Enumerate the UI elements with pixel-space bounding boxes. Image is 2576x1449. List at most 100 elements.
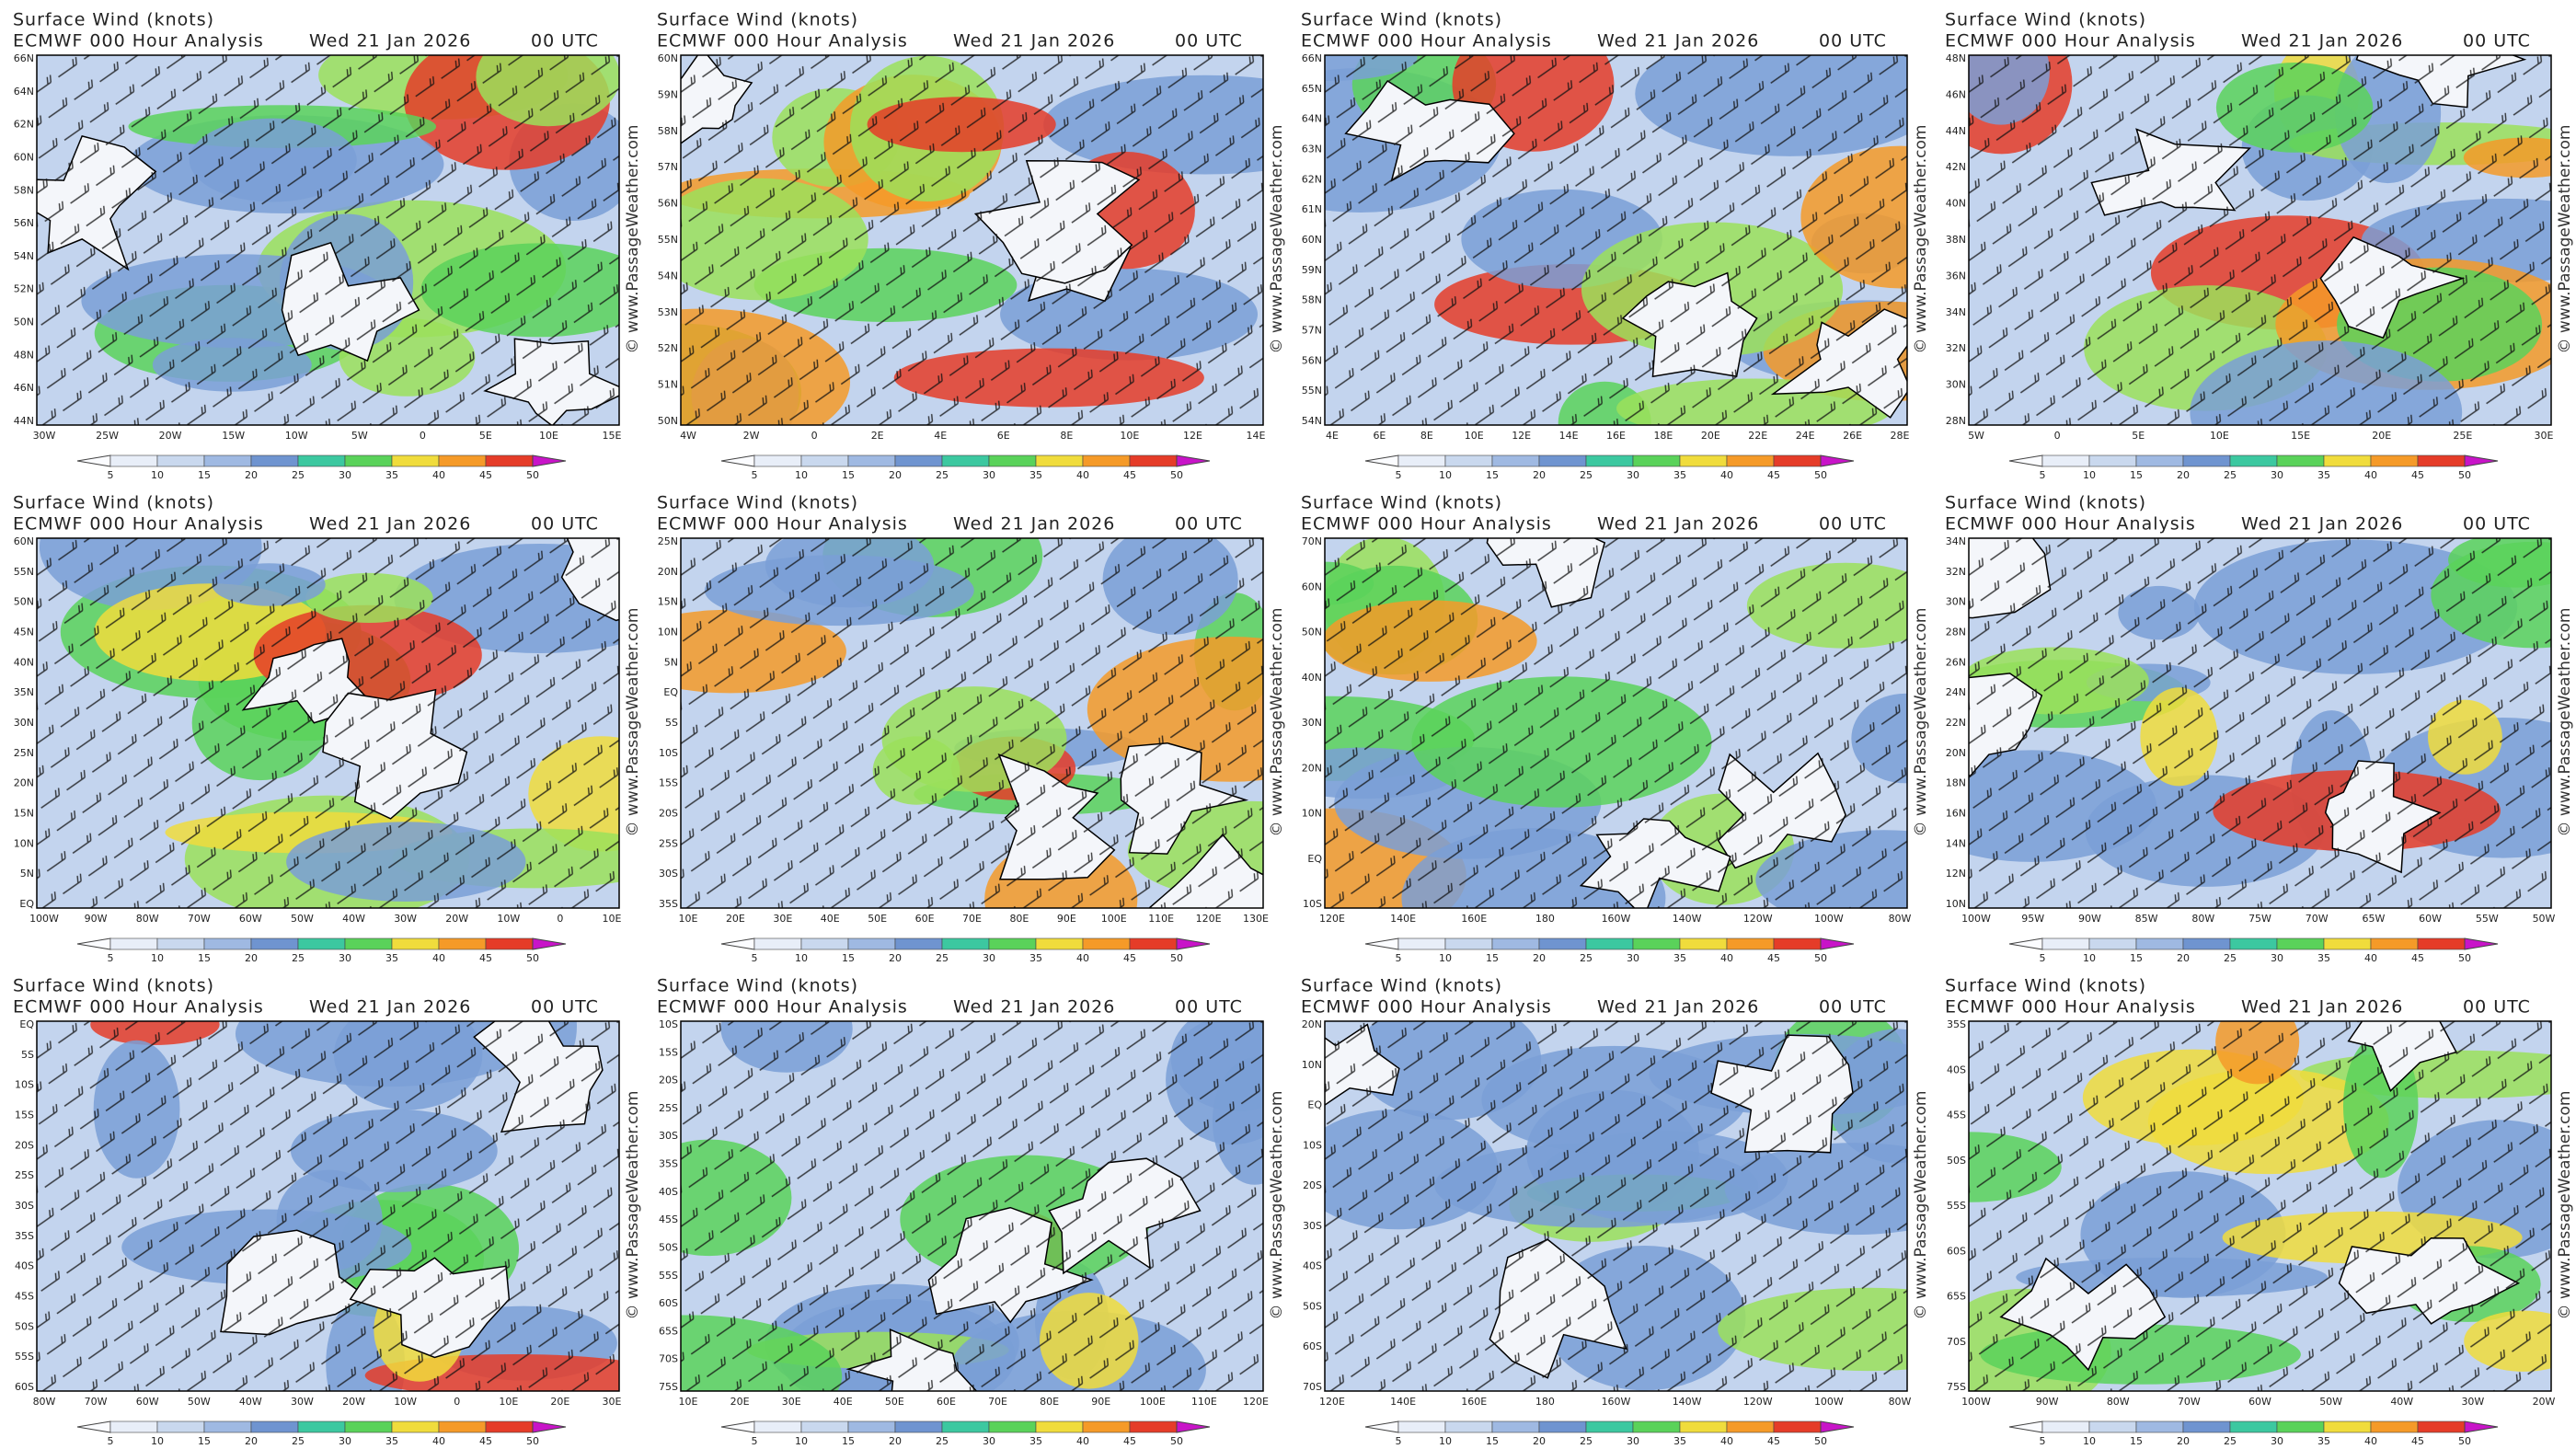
credit: © www.PassageWeather.com [1912, 1091, 1930, 1320]
colorbar-label: 25 [936, 952, 949, 964]
lon-label: 20E [730, 1396, 750, 1408]
lon-label: 60W [2419, 913, 2442, 925]
colorbar-segment [1632, 454, 1681, 467]
lon-label: 15E [2291, 430, 2310, 442]
colorbar-label: 15 [842, 469, 855, 481]
lat-label: 61N [1302, 203, 1322, 215]
lat-label: 70S [1947, 1336, 1966, 1348]
lat-label: 60N [14, 151, 34, 163]
panel-title: Surface Wind (knots) [1301, 493, 1502, 513]
colorbar-segment [438, 454, 487, 467]
colorbar-low [2008, 1420, 2043, 1433]
lon-label: 6E [997, 430, 1010, 442]
colorbar-low [1364, 937, 1399, 950]
colorbar-label: 40 [432, 952, 445, 964]
lon-label: 180 [1535, 1396, 1555, 1408]
map [37, 55, 619, 425]
colorbar-segment [1632, 937, 1681, 950]
colorbar-label: 30 [983, 952, 995, 964]
colorbar-high [1176, 1420, 1211, 1433]
lat-label: 60N [14, 535, 34, 547]
colorbar-label: 35 [1673, 469, 1686, 481]
time-label: 00 UTC [531, 997, 599, 1018]
lon-label: 4E [1326, 430, 1339, 442]
lat-label: 26N [1946, 656, 1966, 668]
colorbar-segment [438, 937, 487, 950]
colorbar-segment [2276, 937, 2325, 950]
panel-title: Surface Wind (knots) [13, 493, 214, 513]
lat-label: 66N [1302, 52, 1322, 64]
lat-label: 45S [659, 1213, 678, 1225]
lat-label: 25N [14, 747, 34, 759]
wind-barbs [1325, 538, 1907, 908]
date-label: Wed 21 Jan 2026 [1597, 31, 1759, 52]
lon-label: 60W [136, 1396, 159, 1408]
colorbar-label: 10 [2083, 1435, 2096, 1447]
model-label: ECMWF 000 Hour Analysis [1301, 514, 1552, 535]
colorbar-label: 5 [1396, 952, 1402, 964]
lon-label: 60E [915, 913, 935, 925]
map [681, 538, 1263, 908]
colorbar-segment [438, 1420, 487, 1433]
date-label: Wed 21 Jan 2026 [2241, 997, 2403, 1018]
credit: © www.PassageWeather.com [1912, 608, 1930, 837]
colorbar-segment [2182, 1420, 2231, 1433]
date-label: Wed 21 Jan 2026 [309, 997, 471, 1018]
wind-panel: Surface Wind (knots)ECMWF 000 Hour Analy… [1945, 10, 2574, 482]
colorbar-label: 15 [1486, 952, 1499, 964]
colorbar-label: 30 [2271, 952, 2283, 964]
colorbar-segment [1538, 1420, 1587, 1433]
lat-label: 45S [15, 1291, 34, 1303]
lon-label: 50W [188, 1396, 211, 1408]
colorbar-label: 20 [245, 1435, 258, 1447]
lat-label: 45S [1947, 1110, 1966, 1121]
credit: © www.PassageWeather.com [1268, 125, 1286, 354]
lat-label: 60S [659, 1297, 678, 1309]
date-label: Wed 21 Jan 2026 [1597, 997, 1759, 1018]
lon-label: 60W [2248, 1396, 2271, 1408]
colorbar-label: 25 [2224, 1435, 2237, 1447]
credit: © www.PassageWeather.com [2556, 125, 2574, 354]
colorbar-label: 30 [2271, 1435, 2283, 1447]
colorbar-segment [988, 937, 1037, 950]
colorbar-label: 30 [983, 1435, 995, 1447]
lat-label: 40S [1303, 1260, 1322, 1272]
colorbar-segment [1679, 937, 1728, 950]
lon-label: 5W [351, 430, 368, 442]
lon-label: 10W [394, 1396, 417, 1408]
time-label: 00 UTC [1175, 31, 1243, 52]
lat-label: 40S [15, 1260, 34, 1272]
colorbar-low [720, 454, 755, 467]
colorbar-segment [1082, 937, 1131, 950]
lat-label: 20S [659, 1075, 678, 1087]
time-label: 00 UTC [2463, 31, 2531, 52]
lon-label: 20W [342, 1396, 365, 1408]
map-frame [1324, 54, 1908, 426]
colorbar-low [2008, 937, 2043, 950]
colorbar-low [76, 937, 111, 950]
colorbar-label: 30 [1627, 469, 1639, 481]
colorbar-segment [1538, 937, 1587, 950]
lat-label: 53N [658, 306, 678, 318]
lon-label: 140E [1390, 1396, 1416, 1408]
lat-label: 12N [1946, 868, 1966, 880]
lat-label: 36N [1946, 270, 1966, 282]
lon-label: 90W [2036, 1396, 2059, 1408]
lon-label: 20E [726, 913, 745, 925]
lon-label: 6E [1373, 430, 1386, 442]
colorbar-segment [941, 1420, 990, 1433]
lat-label: 30S [15, 1200, 34, 1212]
lat-label: 70S [659, 1353, 678, 1365]
colorbar-label: 35 [385, 952, 398, 964]
lon-label: 12E [1512, 430, 1531, 442]
colorbar-segment [109, 454, 158, 467]
lon-label: 80W [2191, 913, 2214, 925]
colorbar-label: 30 [339, 469, 351, 481]
lat-label: 10N [14, 837, 34, 849]
lon-label: 40W [342, 913, 365, 925]
model-label: ECMWF 000 Hour Analysis [657, 31, 908, 52]
colorbar-label: 5 [108, 469, 114, 481]
model-label: ECMWF 000 Hour Analysis [1301, 31, 1552, 52]
lat-label: 28N [1946, 627, 1966, 638]
wind-barbs [681, 55, 1263, 425]
